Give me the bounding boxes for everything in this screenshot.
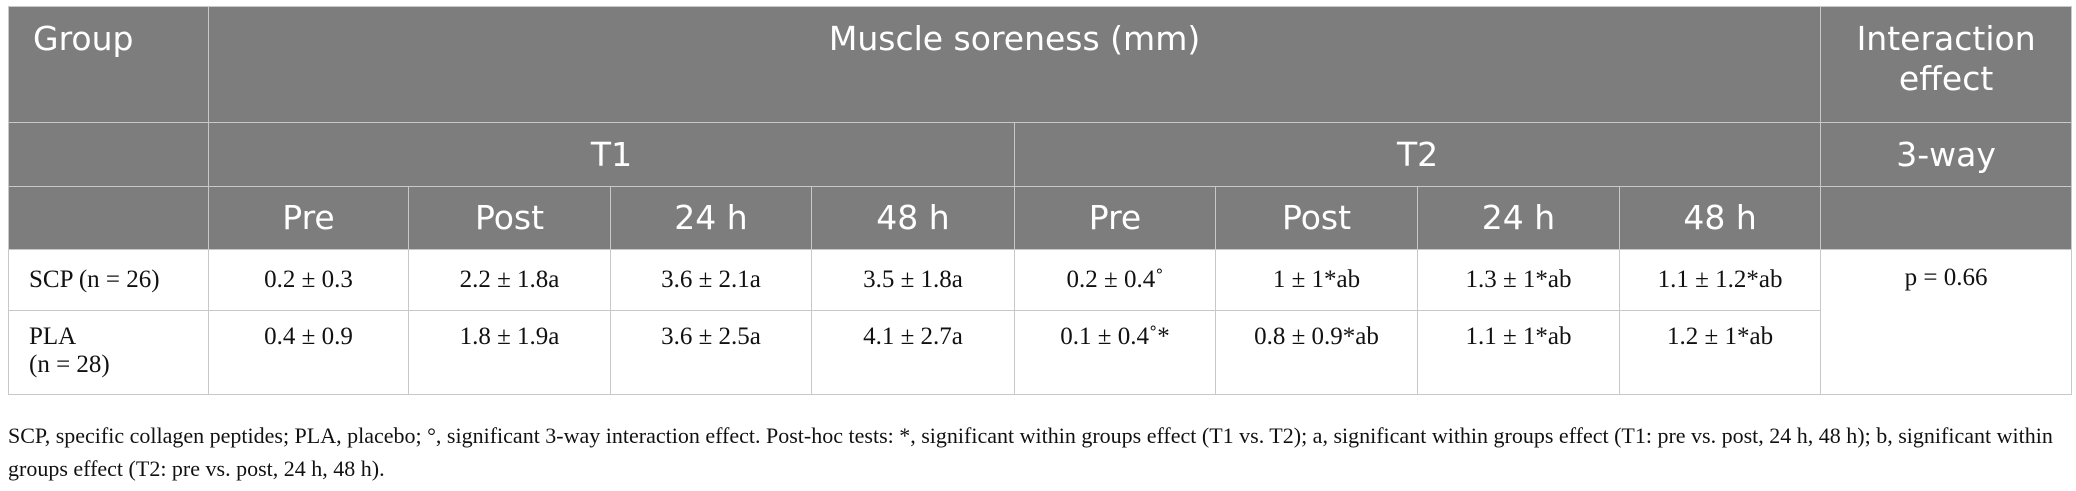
- table-footnote: SCP, specific collagen peptides; PLA, pl…: [8, 423, 2053, 481]
- header-row-3: Pre Post 24 h 48 h Pre Post 24 h 48 h: [8, 186, 2073, 250]
- value-cell: 3.6 ± 2.5a: [610, 310, 812, 395]
- value-cell: 1.2 ± 1*ab: [1618, 310, 1822, 395]
- value-cell: 1 ± 1*ab: [1215, 249, 1418, 311]
- three-way-header: 3-way: [1820, 122, 2073, 187]
- value-cell: 3.5 ± 1.8a: [811, 249, 1015, 311]
- value-cell: 1.1 ± 1.2*ab: [1618, 249, 1822, 311]
- table-row: PLA (n = 28) 0.4 ± 0.9 1.8 ± 1.9a 3.6 ± 2…: [8, 310, 2072, 395]
- empty-header-cell: [8, 186, 209, 250]
- group-cell: SCP (n = 26): [8, 249, 209, 311]
- t1-header: T1: [208, 122, 1015, 187]
- muscle-soreness-table: Group Muscle soreness (mm) Interaction e…: [8, 6, 2073, 395]
- value-cell: 0.1 ± 0.4˚*: [1014, 310, 1216, 395]
- group-name: PLA: [29, 323, 77, 350]
- group-name: SCP: [29, 266, 73, 293]
- time-header: Pre: [208, 186, 409, 250]
- time-header: 24 h: [610, 186, 812, 250]
- value-cell: 1.1 ± 1*ab: [1417, 310, 1620, 395]
- value-cell: 3.6 ± 2.1a: [610, 249, 812, 311]
- group-header: Group: [8, 6, 209, 123]
- group-n: (n = 26): [78, 266, 160, 293]
- time-header: 48 h: [1618, 186, 1822, 250]
- empty-header-cell: [8, 122, 209, 187]
- group-cell: PLA (n = 28): [8, 310, 209, 395]
- value-cell: 0.4 ± 0.9: [208, 310, 409, 395]
- empty-header-cell: [1820, 186, 2073, 250]
- time-header: 48 h: [811, 186, 1015, 250]
- t2-header: T2: [1013, 122, 1822, 187]
- time-header: Pre: [1014, 186, 1216, 250]
- value-cell: 1.8 ± 1.9a: [408, 310, 611, 395]
- time-header: 24 h: [1417, 186, 1620, 250]
- value-cell: 1.3 ± 1*ab: [1417, 249, 1620, 311]
- value-cell: 0.8 ± 0.9*ab: [1215, 310, 1418, 395]
- header-row-1: Group Muscle soreness (mm) Interaction e…: [8, 6, 2073, 123]
- value-cell: 0.2 ± 0.3: [208, 249, 409, 311]
- time-header: Post: [408, 186, 611, 250]
- interaction-effect-header: Interaction effect: [1820, 6, 2073, 123]
- muscle-soreness-header: Muscle soreness (mm): [207, 6, 1822, 123]
- value-cell: 0.2 ± 0.4˚: [1014, 249, 1216, 311]
- table-row: SCP (n = 26) 0.2 ± 0.3 2.2 ± 1.8a 3.6 ± …: [8, 249, 2073, 395]
- header-row-2: T1 T2 3-way: [8, 122, 2073, 187]
- value-cell: 2.2 ± 1.8a: [408, 249, 611, 311]
- group-n: (n = 28): [29, 351, 110, 378]
- value-cell: 4.1 ± 2.7a: [811, 310, 1015, 395]
- time-header: Post: [1215, 186, 1418, 250]
- interaction-p-value: p = 0.66: [1820, 249, 2073, 395]
